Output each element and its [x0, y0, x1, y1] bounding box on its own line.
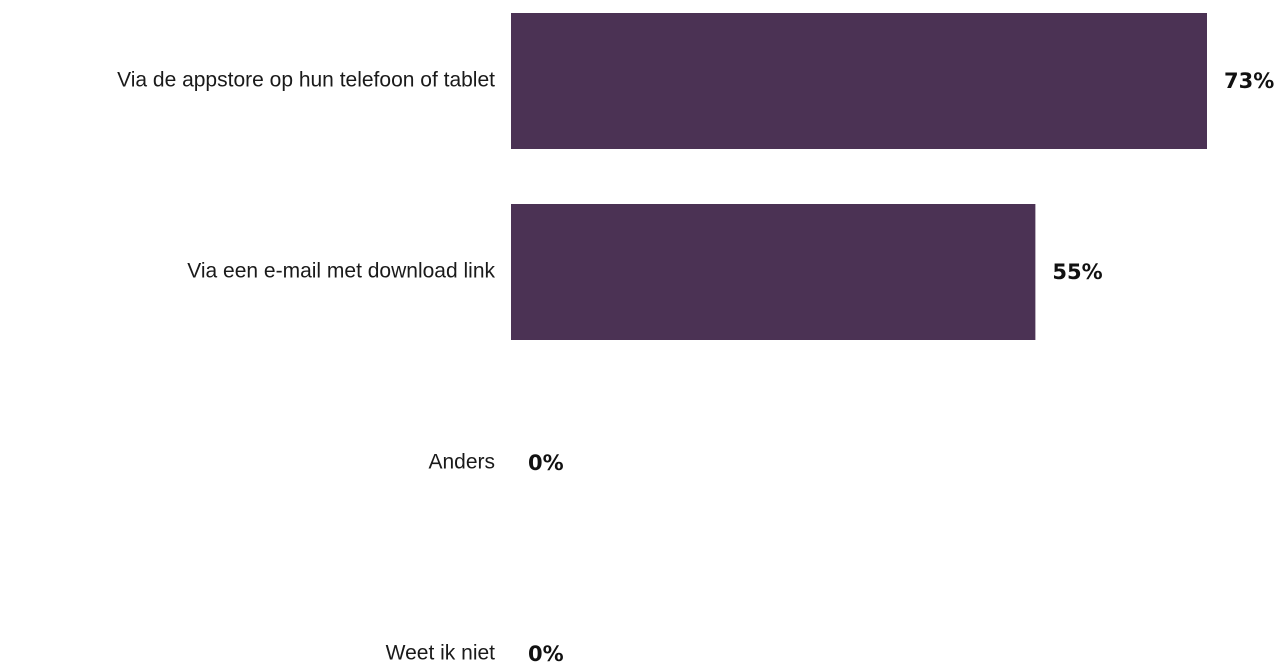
- value-label-3: 0%: [528, 642, 564, 666]
- category-label-1: Via een e-mail met download link: [187, 260, 495, 283]
- value-label-1: 55%: [1052, 260, 1102, 284]
- category-label-0: Via de appstore op hun telefoon of table…: [117, 69, 495, 92]
- category-label-3: Weet ik niet: [386, 642, 495, 665]
- bar-0: [511, 13, 1207, 149]
- bar-1: [511, 204, 1036, 340]
- value-label-0: 73%: [1224, 69, 1274, 93]
- category-label-2: Anders: [428, 451, 495, 474]
- value-label-2: 0%: [528, 451, 564, 475]
- category-labels-group: Via de appstore op hun telefoon of table…: [117, 69, 495, 665]
- bars-group: [511, 13, 1207, 340]
- value-labels-group: 73% 55% 0% 0%: [528, 69, 1274, 666]
